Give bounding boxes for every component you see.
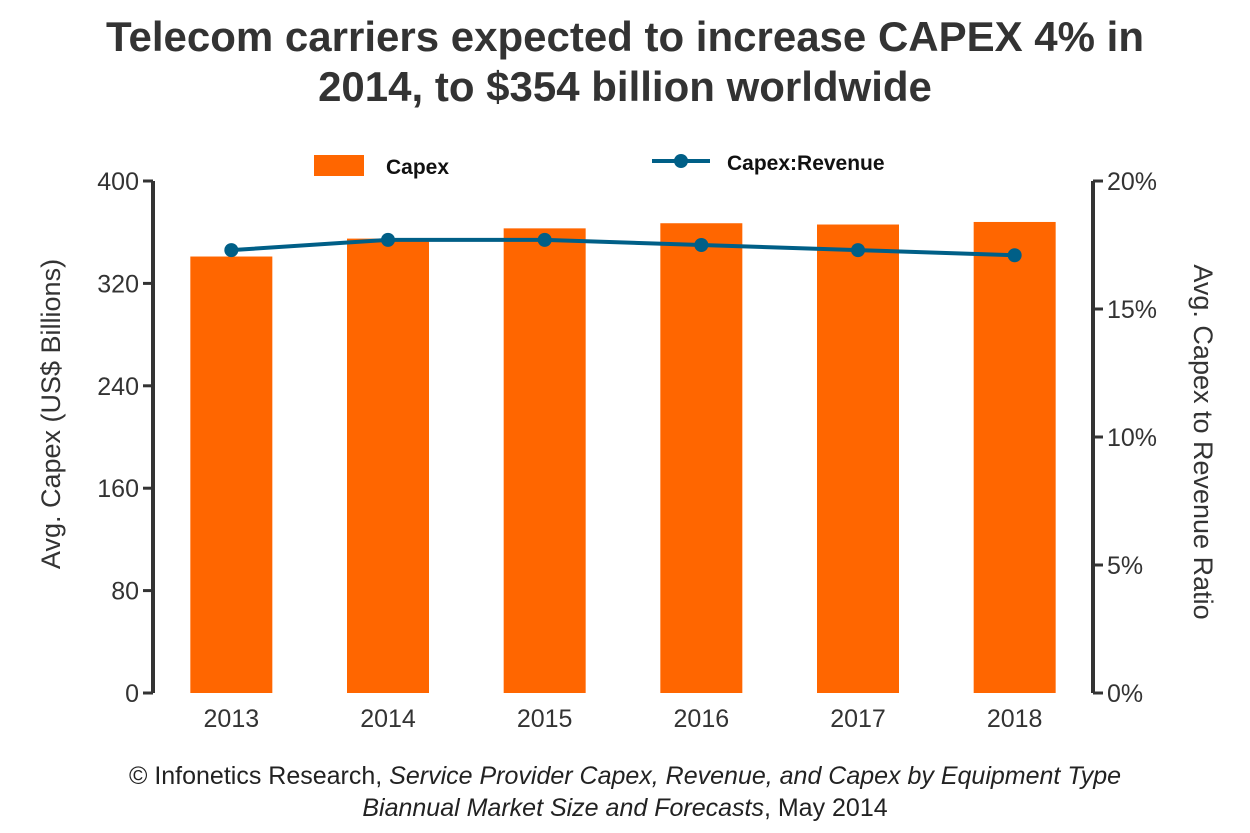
y-tick-label-left-400: 400	[97, 168, 139, 196]
legend: Capex Capex:Revenue	[314, 152, 885, 179]
ratio-point-2017	[851, 243, 865, 258]
y-tick-label-right-0: 0%	[1107, 680, 1143, 708]
line-series	[224, 232, 1022, 263]
y-tick-label-left-80: 80	[111, 578, 139, 606]
bar-2015	[503, 228, 586, 694]
source-caption: © Infonetics Research, Service Provider …	[0, 760, 1250, 824]
bar-series	[190, 221, 1056, 694]
chart-title-line1: Telecom carriers expected to increase CA…	[105, 13, 1145, 60]
y-axis-label-left: Avg. Capex (US$ Billions)	[36, 259, 66, 569]
bar-2014	[347, 238, 429, 693]
legend-capex-swatch	[314, 155, 364, 176]
y-tick-label-left-240: 240	[97, 373, 139, 401]
bar-2017	[817, 224, 899, 693]
x-tick-label-2014: 2014	[360, 705, 416, 733]
x-tick-label-2015: 2015	[517, 705, 573, 733]
caption-report-title: Service Provider Capex, Revenue, and Cap…	[389, 762, 1122, 790]
y-tick-label-left-0: 0	[125, 680, 139, 708]
x-tick-label-2013: 2013	[204, 705, 260, 733]
legend-capex-label: Capex	[386, 156, 449, 179]
legend-ratio-label: Capex:Revenue	[727, 152, 885, 175]
x-tick-label-2018: 2018	[987, 705, 1043, 733]
bar-2013	[190, 256, 273, 693]
ratio-point-2015	[537, 232, 552, 247]
ratio-point-2016	[694, 238, 709, 252]
ratio-point-2018	[1007, 248, 1022, 263]
axes: 0 80 160 240 320 400 0% 5% 10% 15% 20% 2013 2014 2015…	[97, 168, 1157, 733]
y-tick-label-right-1: 5%	[1107, 552, 1143, 580]
y-axis-label-right: Avg. Capex to Revenue Ratio	[1188, 264, 1218, 619]
ratio-point-2013	[224, 243, 239, 258]
caption-report-subtitle: Biannual Market Size and Forecasts	[362, 794, 764, 822]
bar-2016	[660, 223, 743, 694]
ratio-point-2014	[381, 232, 395, 247]
x-tick-label-2016: 2016	[674, 705, 730, 733]
y-tick-label-right-2: 10%	[1107, 424, 1157, 452]
caption-prefix: © Infonetics Research,	[128, 762, 390, 790]
y-tick-label-right-3: 15%	[1107, 296, 1157, 324]
y-tick-label-right-4: 20%	[1107, 168, 1157, 196]
chart-title-line2: 2014, to $354 billion worldwide	[318, 63, 932, 110]
capex-revenue-line	[231, 237, 1015, 258]
y-tick-label-left-160: 160	[97, 475, 139, 503]
caption-date: , May 2014	[763, 794, 888, 822]
legend-ratio-marker	[674, 154, 688, 168]
y-tick-label-left-320: 320	[97, 270, 139, 298]
caption-line1: © Infonetics Research, Service Provider …	[0, 760, 1250, 792]
bar-2018	[973, 221, 1056, 693]
caption-line2: Biannual Market Size and Forecasts, May …	[0, 792, 1250, 824]
x-tick-label-2017: 2017	[830, 705, 886, 733]
chart-title: Telecom carriers expected to increase CA…	[0, 12, 1250, 112]
